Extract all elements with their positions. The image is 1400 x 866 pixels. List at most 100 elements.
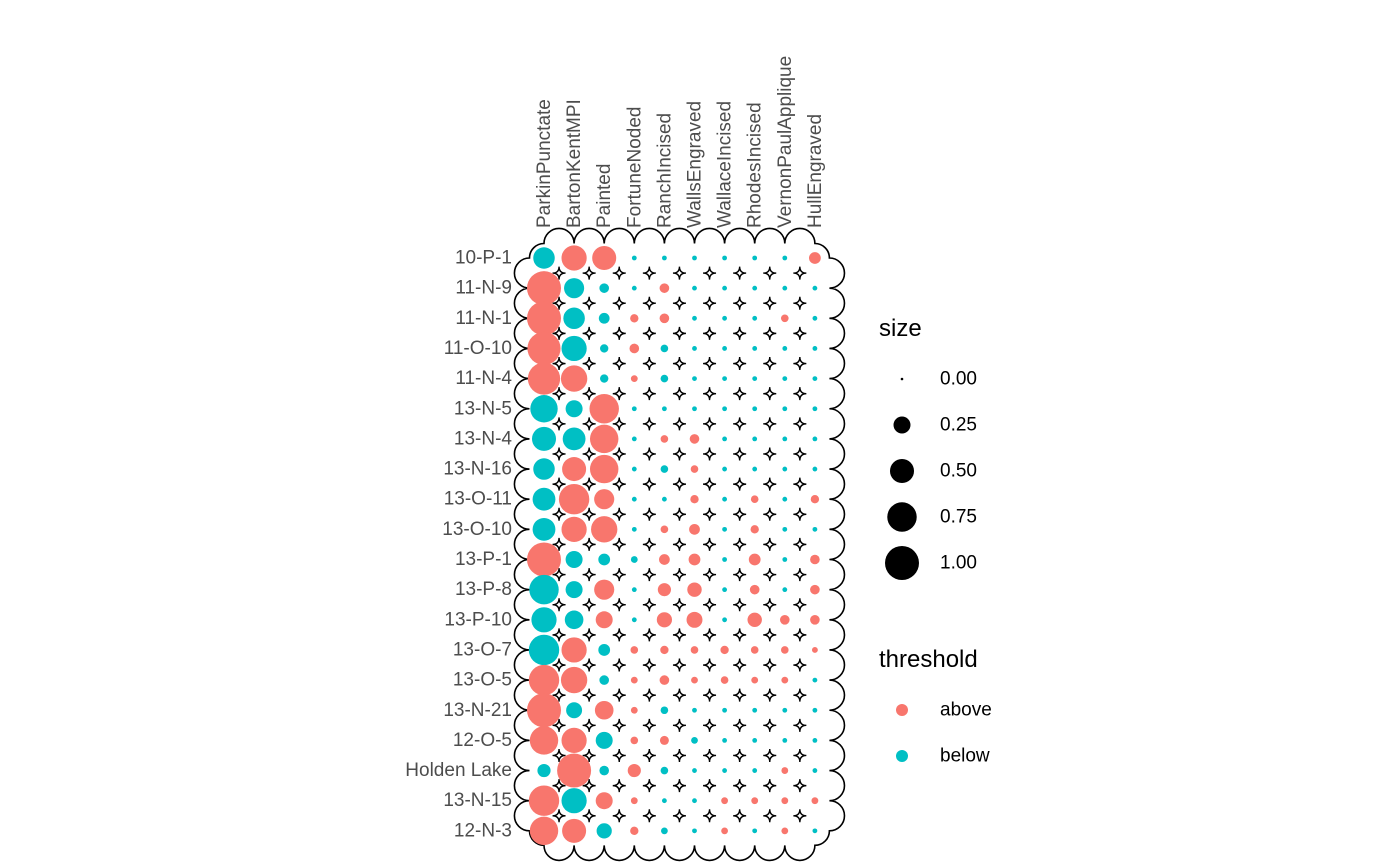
data-point xyxy=(782,526,788,532)
data-point xyxy=(630,646,639,654)
data-point xyxy=(594,579,615,600)
data-point xyxy=(752,436,758,442)
data-point xyxy=(752,768,758,773)
data-point xyxy=(561,727,587,754)
data-point xyxy=(630,375,638,382)
diamond-marker xyxy=(582,266,596,280)
data-point xyxy=(600,344,609,353)
data-point xyxy=(659,554,670,565)
legend-size-label: 0.75 xyxy=(940,507,977,528)
data-point xyxy=(721,827,728,835)
data-point xyxy=(782,557,788,562)
data-point xyxy=(692,255,697,261)
data-point xyxy=(750,646,759,654)
diamond-marker xyxy=(793,658,807,672)
diamond-marker xyxy=(763,809,777,823)
data-point xyxy=(656,612,673,628)
data-point xyxy=(781,797,789,805)
diamond-marker xyxy=(763,688,777,702)
data-point xyxy=(722,315,728,321)
diamond-marker xyxy=(552,507,566,521)
data-point xyxy=(691,676,698,684)
diamond-marker xyxy=(612,628,626,642)
data-point xyxy=(811,647,818,653)
row-label: 13-P-1 xyxy=(455,549,512,570)
data-point xyxy=(659,283,670,293)
diamond-marker xyxy=(672,296,686,310)
data-point xyxy=(749,584,760,595)
data-point xyxy=(589,454,619,484)
diamond-marker xyxy=(703,356,717,371)
diamond-marker xyxy=(612,779,626,793)
diamond-marker xyxy=(552,447,566,461)
legend-size-key xyxy=(887,502,917,532)
diamond-marker xyxy=(642,688,656,702)
diamond-marker xyxy=(642,296,656,310)
legend-threshold-label: above xyxy=(940,700,992,721)
diamond-marker xyxy=(703,628,717,642)
diamond-marker xyxy=(763,779,777,793)
diamond-marker xyxy=(552,477,566,491)
diamond-marker xyxy=(642,809,656,823)
row-label: 13-N-16 xyxy=(443,459,512,480)
legend-size-label: 0.00 xyxy=(940,369,977,390)
diamond-marker xyxy=(582,477,596,491)
data-point xyxy=(560,365,588,392)
data-point xyxy=(631,526,637,532)
data-point xyxy=(690,465,699,473)
data-point xyxy=(722,617,728,623)
diamond-marker xyxy=(582,688,596,702)
data-point xyxy=(687,582,702,597)
diamond-marker xyxy=(612,809,626,823)
diamond-marker xyxy=(642,477,656,491)
diamond-marker xyxy=(552,326,566,340)
data-point xyxy=(562,427,586,451)
diamond-marker xyxy=(552,296,566,310)
legend-size-key xyxy=(889,458,915,484)
diamond-marker xyxy=(733,658,747,672)
row-label: 13-N-5 xyxy=(454,398,512,419)
diamond-marker xyxy=(733,718,747,732)
diamond-marker xyxy=(672,718,686,732)
diamond-marker xyxy=(763,296,777,310)
column-label: RhodesIncised xyxy=(745,102,766,228)
data-point xyxy=(750,525,759,534)
data-point xyxy=(782,737,788,743)
diamond-marker xyxy=(582,447,596,461)
diamond-marker xyxy=(763,387,777,401)
data-point xyxy=(782,406,788,412)
data-point xyxy=(598,553,611,566)
diamond-marker xyxy=(703,447,717,461)
diamond-marker xyxy=(552,568,566,582)
diamond-marker xyxy=(642,417,656,431)
data-point xyxy=(528,785,560,816)
data-point xyxy=(692,376,697,382)
data-point xyxy=(630,826,639,836)
data-point xyxy=(722,285,728,291)
diamond-marker xyxy=(552,266,566,280)
diamond-marker xyxy=(703,748,717,763)
legend-threshold-key xyxy=(896,750,908,762)
diamond-marker xyxy=(552,628,566,642)
data-point xyxy=(529,726,559,755)
diamond-marker xyxy=(763,477,777,491)
diamond-marker xyxy=(672,537,686,551)
data-point xyxy=(812,436,818,442)
diamond-marker xyxy=(733,417,747,431)
diamond-marker xyxy=(793,598,807,612)
diamond-marker xyxy=(763,748,777,763)
diamond-marker xyxy=(672,417,686,431)
data-point xyxy=(531,607,557,633)
data-point xyxy=(688,553,701,566)
diamond-marker xyxy=(703,326,717,340)
data-point xyxy=(533,247,555,269)
diamond-marker xyxy=(672,568,686,582)
data-point xyxy=(631,617,637,623)
data-point xyxy=(782,346,788,351)
data-point xyxy=(527,542,561,577)
data-point xyxy=(782,496,788,502)
data-point xyxy=(752,737,758,743)
diamond-marker xyxy=(763,568,777,582)
data-point xyxy=(561,245,587,271)
legend-size-key xyxy=(885,546,919,580)
